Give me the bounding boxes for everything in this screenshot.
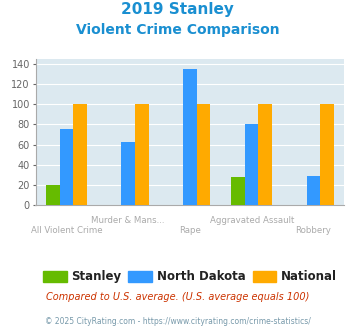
Bar: [121, 142, 135, 205]
Bar: [245, 124, 258, 205]
Bar: [231, 177, 245, 205]
Text: All Violent Crime: All Violent Crime: [31, 226, 102, 235]
Bar: [258, 105, 272, 205]
Bar: [46, 184, 60, 205]
Text: Violent Crime Comparison: Violent Crime Comparison: [76, 23, 279, 37]
Legend: Stanley, North Dakota, National: Stanley, North Dakota, National: [38, 266, 342, 288]
Bar: [73, 105, 87, 205]
Text: 2019 Stanley: 2019 Stanley: [121, 2, 234, 16]
Text: Compared to U.S. average. (U.S. average equals 100): Compared to U.S. average. (U.S. average …: [46, 292, 309, 302]
Text: © 2025 CityRating.com - https://www.cityrating.com/crime-statistics/: © 2025 CityRating.com - https://www.city…: [45, 317, 310, 326]
Bar: [60, 129, 73, 205]
Bar: [197, 105, 210, 205]
Bar: [135, 105, 148, 205]
Text: Robbery: Robbery: [295, 226, 332, 235]
Text: Aggravated Assault: Aggravated Assault: [209, 216, 294, 225]
Text: Murder & Mans...: Murder & Mans...: [91, 216, 165, 225]
Bar: [307, 176, 320, 205]
Text: Rape: Rape: [179, 226, 201, 235]
Bar: [320, 105, 334, 205]
Bar: [183, 69, 197, 205]
